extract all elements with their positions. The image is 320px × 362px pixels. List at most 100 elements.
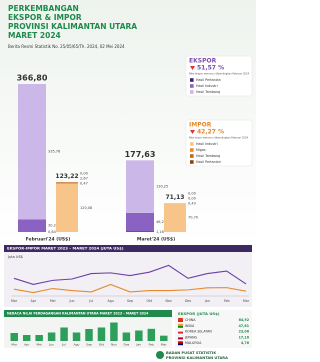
legend-swatch <box>190 154 194 158</box>
legend-label: Hasil Pertanian <box>196 78 221 82</box>
subtitle: Berita Resmi Statistik No. 25/05/65/Th. … <box>8 44 125 49</box>
flag <box>177 323 184 326</box>
bar <box>35 335 43 341</box>
legend-label: Hasil Tambang <box>196 154 220 158</box>
x-tick-label: Okt <box>147 299 153 303</box>
country-value: 4,76 <box>241 341 250 345</box>
legend-label: Hasil Industri <box>196 142 218 146</box>
legend-label: Hasil Tambang <box>196 90 220 94</box>
legend-label: Hasil Industri <box>196 84 218 88</box>
title-line: PROVINSI KALIMANTAN UTARA <box>8 22 137 31</box>
bar <box>135 330 143 341</box>
flag <box>177 329 184 332</box>
segment-label: 1,16 <box>156 230 164 234</box>
x-tick-label: Des <box>124 343 130 347</box>
country-name: MALAYSIA <box>185 341 202 345</box>
flag <box>178 320 183 322</box>
legend-label: Migas <box>196 148 206 152</box>
flag <box>178 343 183 346</box>
segment-label: 0,43 <box>188 201 196 205</box>
segment-label: 0,00 <box>188 196 196 200</box>
bar <box>110 322 118 341</box>
legend-label: Hasil Pertanian <box>196 160 221 164</box>
bar <box>47 332 56 341</box>
destination-panel <box>175 310 252 348</box>
group-note: Nilai impor menurun dibandingkan Februar… <box>189 137 248 140</box>
bar <box>72 332 81 341</box>
flag <box>177 335 184 338</box>
x-tick-label: Mei <box>37 343 42 347</box>
segment-label: 0,00 <box>80 171 88 175</box>
x-tick-label: Agu <box>74 343 80 347</box>
segment-label: 0,47 <box>80 181 88 185</box>
x-tick-label: Jun <box>48 343 54 347</box>
infographic: PERKEMBANGAN EKSPOR & IMPOR PROVINSI KAL… <box>0 0 256 360</box>
country-name: INDIA <box>185 324 195 328</box>
x-tick-label: Sep <box>86 343 92 347</box>
title-line: EKSPOR & IMPOR <box>8 13 82 22</box>
down-arrow <box>190 66 195 70</box>
flag <box>177 317 184 321</box>
x-tick-label: Mar <box>161 343 167 347</box>
y-axis-label: Juta US$ <box>7 255 23 259</box>
segment-label: 70,70 <box>188 216 198 220</box>
line-panel <box>4 245 252 307</box>
x-tick-label: Feb <box>224 299 230 303</box>
country-value: 17,16 <box>239 335 250 339</box>
legend-swatch <box>190 78 194 82</box>
x-tick-label: Jan <box>136 343 142 347</box>
x-tick-label: Mei <box>50 299 56 303</box>
country-value: 47,61 <box>239 324 250 328</box>
bar-segment <box>56 183 78 232</box>
x-tick-label: Jan <box>204 299 210 303</box>
logo <box>156 351 164 359</box>
flag <box>178 331 183 334</box>
destination-title: EKSPOR (JUTA US$) <box>178 311 220 316</box>
line-title-band <box>4 245 252 252</box>
bar-segment <box>126 160 154 213</box>
country-value: 64,92 <box>239 318 249 322</box>
bar-title: NERACA NILAI PERDAGANGAN KALIMANTAN UTAR… <box>7 312 149 316</box>
title-line: PERKEMBANGAN <box>8 4 79 13</box>
country-value: 23,06 <box>239 330 250 334</box>
segment-label: 2,67 <box>80 176 88 180</box>
country-name: KOREA SELATAN <box>185 330 212 334</box>
x-tick-label: Des <box>185 299 191 303</box>
legend-swatch <box>190 90 194 94</box>
segment-label: 335,76 <box>48 150 60 154</box>
segment-label: 0,84 <box>48 230 57 234</box>
line <box>13 264 247 286</box>
flag <box>177 341 184 344</box>
total-label: 71,13 <box>166 194 185 201</box>
flag <box>178 325 183 328</box>
total-label: 366,80 <box>17 74 48 83</box>
segment-label: 120,08 <box>80 206 92 210</box>
legend-swatch <box>190 84 194 88</box>
x-tick-label: Apr <box>31 299 37 303</box>
group-change: 42,27 % <box>197 129 224 136</box>
line <box>13 283 247 294</box>
x-tick-label: Okt <box>99 343 105 347</box>
legend-box <box>185 55 253 97</box>
x-tick-label: Mar <box>11 299 18 303</box>
x-tick-label: Mar <box>11 343 17 347</box>
bar <box>22 335 31 341</box>
country-name: CHINA <box>185 318 196 322</box>
flag <box>178 337 183 340</box>
country-name: JEPANG <box>184 335 198 339</box>
legend-swatch <box>190 160 194 164</box>
x-tick-label: Sep <box>127 299 133 303</box>
bar <box>160 335 168 341</box>
legend-swatch <box>190 142 194 146</box>
x-tick-label: Jun <box>69 299 75 303</box>
line-title: EKSPOR-IMPOR MARET 2023 – MARET 2024 (JU… <box>7 246 124 251</box>
group-name: IMPOR <box>189 122 212 129</box>
segment-label: 46,24 <box>156 220 167 224</box>
group-name: EKSPOR <box>189 58 217 65</box>
legend-swatch <box>190 148 194 152</box>
total-label: 123,22 <box>55 173 78 180</box>
x-tick-label: Mar <box>243 299 250 303</box>
group-change: 51,57 % <box>197 65 224 72</box>
x-tick-label: Jul <box>61 343 66 347</box>
bar-segment <box>56 182 78 184</box>
